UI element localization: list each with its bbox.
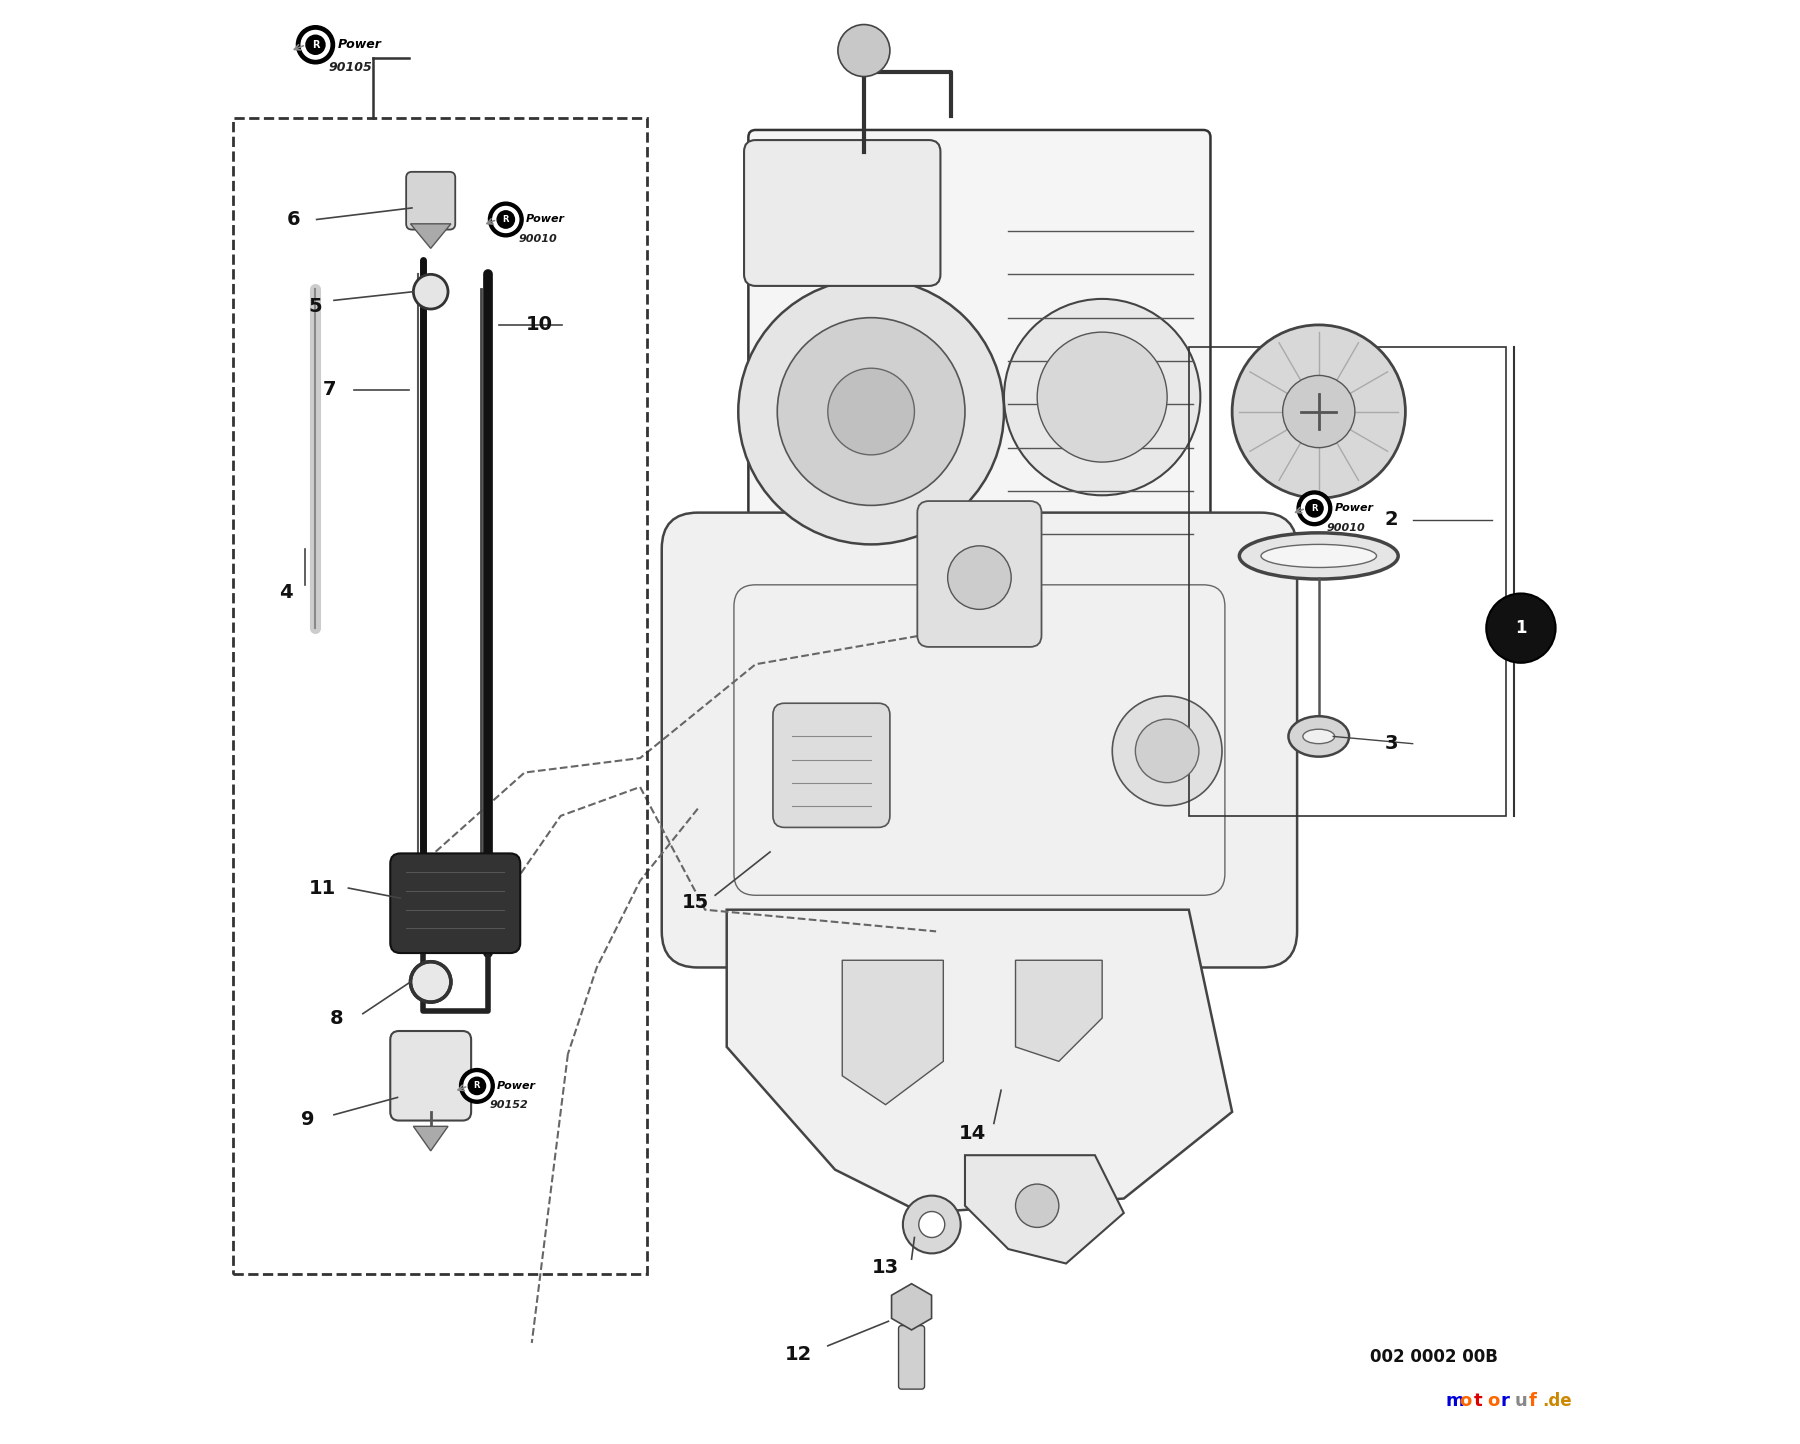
Circle shape [1301, 495, 1327, 521]
Text: 11: 11 [310, 878, 337, 898]
Circle shape [1037, 332, 1166, 462]
Text: t: t [1472, 1392, 1481, 1409]
Circle shape [488, 202, 524, 237]
Circle shape [904, 1196, 961, 1253]
Circle shape [839, 25, 889, 77]
Circle shape [918, 1212, 945, 1238]
Text: o: o [1487, 1392, 1499, 1409]
Text: 1: 1 [1516, 619, 1526, 637]
Circle shape [1298, 491, 1332, 526]
Text: .de: .de [1543, 1392, 1571, 1409]
Circle shape [1487, 593, 1555, 663]
Ellipse shape [1240, 533, 1399, 579]
Text: R: R [1310, 504, 1318, 513]
Text: 15: 15 [682, 892, 709, 913]
Text: R: R [502, 215, 509, 224]
Text: Power: Power [1334, 504, 1373, 513]
Polygon shape [410, 224, 452, 248]
Text: 8: 8 [329, 1008, 344, 1028]
Circle shape [1004, 299, 1201, 495]
FancyBboxPatch shape [918, 501, 1042, 647]
Circle shape [1136, 719, 1199, 783]
Circle shape [1283, 375, 1355, 448]
Text: u: u [1514, 1392, 1526, 1409]
Circle shape [468, 1077, 486, 1095]
Text: 5: 5 [308, 296, 322, 316]
Text: 10: 10 [526, 315, 553, 335]
Ellipse shape [1289, 716, 1348, 757]
Text: Power: Power [526, 215, 565, 224]
Bar [1188, 347, 1507, 816]
Circle shape [301, 30, 329, 59]
Text: 12: 12 [785, 1344, 812, 1365]
Text: 3: 3 [1384, 734, 1399, 754]
Circle shape [459, 1069, 495, 1103]
Text: 6: 6 [286, 209, 301, 230]
Polygon shape [891, 1284, 932, 1330]
FancyBboxPatch shape [749, 130, 1210, 606]
Text: 7: 7 [322, 380, 337, 400]
FancyBboxPatch shape [898, 1326, 925, 1389]
Text: 2: 2 [1384, 510, 1399, 530]
Text: Power: Power [497, 1082, 536, 1090]
FancyBboxPatch shape [391, 853, 520, 953]
Ellipse shape [1303, 729, 1334, 744]
FancyBboxPatch shape [743, 140, 940, 286]
Text: 4: 4 [279, 582, 293, 602]
Text: 90105: 90105 [329, 61, 373, 74]
Text: R: R [311, 40, 319, 49]
Polygon shape [414, 1126, 448, 1151]
Polygon shape [727, 910, 1233, 1213]
Text: Power: Power [338, 38, 382, 52]
Circle shape [306, 35, 326, 55]
Text: 90010: 90010 [1327, 523, 1366, 533]
Text: 9: 9 [301, 1109, 315, 1129]
Circle shape [493, 206, 518, 232]
Bar [232, 118, 648, 1274]
Text: 002 0002 00B: 002 0002 00B [1370, 1349, 1498, 1366]
FancyBboxPatch shape [662, 513, 1298, 967]
Text: 90152: 90152 [490, 1100, 527, 1110]
Circle shape [464, 1073, 490, 1099]
Circle shape [1305, 500, 1323, 517]
Polygon shape [1015, 960, 1102, 1061]
Text: R: R [473, 1082, 481, 1090]
Circle shape [414, 274, 448, 309]
Text: 14: 14 [959, 1123, 986, 1144]
Circle shape [297, 26, 335, 64]
Circle shape [778, 318, 965, 505]
Text: 13: 13 [871, 1258, 900, 1278]
Circle shape [1112, 696, 1222, 806]
FancyBboxPatch shape [772, 703, 889, 827]
Circle shape [828, 368, 914, 455]
Polygon shape [965, 1155, 1123, 1264]
Circle shape [947, 546, 1012, 609]
Text: r: r [1501, 1392, 1510, 1409]
Ellipse shape [1262, 544, 1377, 567]
Circle shape [738, 279, 1004, 544]
Circle shape [1233, 325, 1406, 498]
Text: m: m [1445, 1392, 1465, 1409]
Text: 90010: 90010 [518, 234, 556, 244]
Text: o: o [1460, 1392, 1472, 1409]
Polygon shape [842, 960, 943, 1105]
FancyBboxPatch shape [391, 1031, 472, 1121]
Circle shape [410, 962, 452, 1002]
Text: f: f [1528, 1392, 1535, 1409]
Circle shape [497, 211, 515, 228]
Circle shape [1015, 1184, 1058, 1227]
FancyBboxPatch shape [407, 172, 455, 230]
